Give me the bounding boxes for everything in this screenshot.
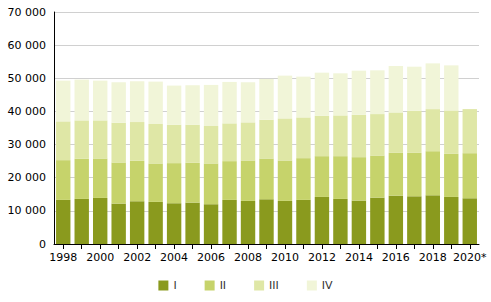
svg-text:70 000: 70 000: [8, 6, 47, 19]
svg-text:III: III: [269, 279, 279, 292]
svg-text:2014: 2014: [345, 251, 373, 264]
svg-text:IV: IV: [322, 279, 333, 292]
svg-text:30 000: 30 000: [8, 138, 47, 151]
svg-text:2018: 2018: [419, 251, 447, 264]
svg-text:2008: 2008: [234, 251, 262, 264]
svg-text:60 000: 60 000: [8, 39, 47, 52]
svg-text:2002: 2002: [123, 251, 151, 264]
svg-text:2000: 2000: [86, 251, 114, 264]
svg-text:2004: 2004: [160, 251, 188, 264]
svg-text:2010: 2010: [271, 251, 299, 264]
svg-text:0: 0: [39, 238, 46, 251]
svg-text:2012: 2012: [308, 251, 336, 264]
svg-text:40 000: 40 000: [8, 105, 47, 118]
svg-text:2020*: 2020*: [453, 251, 487, 264]
svg-text:I: I: [173, 279, 176, 292]
svg-text:1998: 1998: [49, 251, 77, 264]
svg-text:2016: 2016: [382, 251, 410, 264]
svg-text:10 000: 10 000: [8, 204, 47, 217]
svg-text:50 000: 50 000: [8, 72, 47, 85]
svg-text:II: II: [220, 279, 227, 292]
svg-text:2006: 2006: [197, 251, 225, 264]
svg-text:20 000: 20 000: [8, 171, 47, 184]
